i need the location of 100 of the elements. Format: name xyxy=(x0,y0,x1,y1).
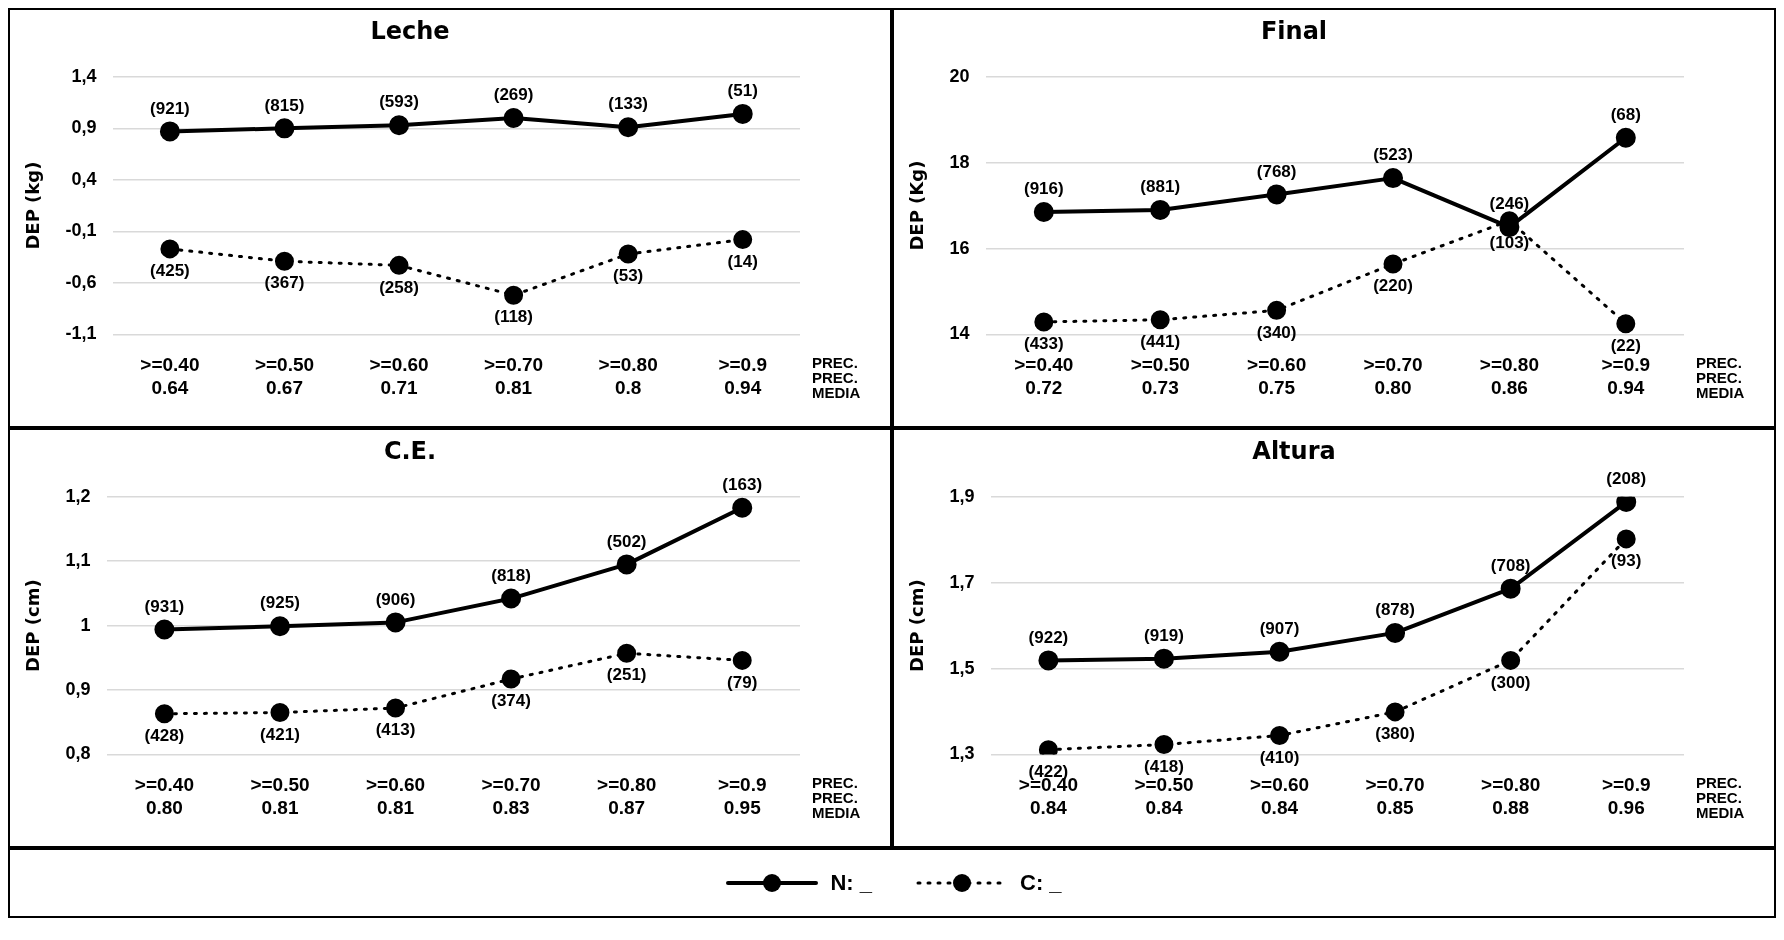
annotation: (251) xyxy=(606,665,647,685)
point xyxy=(732,650,752,670)
point xyxy=(1150,199,1171,220)
x-tick-label: >=0.40 0.72 xyxy=(1014,354,1074,398)
annotation: (768) xyxy=(1256,161,1297,181)
x-tick-label: >=0.80 0.87 xyxy=(597,774,657,818)
annotation: (53) xyxy=(613,266,644,286)
point xyxy=(1385,702,1405,722)
x-tick-label: >=0.9 0.96 xyxy=(1601,774,1651,818)
point xyxy=(501,669,521,689)
x-tick-label: >=0.70 0.83 xyxy=(481,774,541,818)
point xyxy=(274,118,295,139)
point xyxy=(1038,740,1058,755)
point xyxy=(1270,726,1290,746)
point xyxy=(617,643,637,663)
chart-title: Final xyxy=(1260,16,1328,45)
annotation: (425) xyxy=(150,261,190,281)
y-axis-title: DEP (cm) xyxy=(22,579,44,672)
annotation: (925) xyxy=(260,593,300,613)
y-axis-title: DEP (Kg) xyxy=(906,160,928,251)
point xyxy=(1615,127,1636,148)
annotation: (593) xyxy=(379,92,419,112)
point xyxy=(732,103,753,124)
annotation: (708) xyxy=(1490,555,1531,575)
point xyxy=(386,698,406,718)
x-tick-label: >=0.70 0.85 xyxy=(1365,774,1425,818)
annotation: (421) xyxy=(260,724,300,744)
annotation: (916) xyxy=(1023,179,1064,199)
annotation: (300) xyxy=(1490,672,1531,692)
point xyxy=(159,121,180,142)
point xyxy=(389,255,409,275)
annotation: (374) xyxy=(491,691,531,711)
x-tick-label: >=0.80 0.88 xyxy=(1481,774,1541,818)
annotation: (258) xyxy=(379,277,419,297)
point xyxy=(1034,312,1054,332)
point xyxy=(1269,641,1290,662)
y-tick-label: 1 xyxy=(80,614,91,635)
point xyxy=(504,285,524,305)
point xyxy=(1383,254,1403,274)
point xyxy=(1038,650,1059,671)
y-tick-label: 14 xyxy=(949,323,970,344)
x-tick-label: >=0.40 0.80 xyxy=(134,774,194,818)
point xyxy=(1616,529,1636,549)
annotation: (418) xyxy=(1144,756,1184,776)
text: PREC. PREC. MEDIA xyxy=(1696,774,1745,822)
annotation: (931) xyxy=(144,596,185,616)
point xyxy=(154,619,175,640)
annotation: (103) xyxy=(1489,232,1530,252)
point xyxy=(270,703,290,723)
y-tick-label: -1,1 xyxy=(65,323,97,344)
y-tick-label: 1,5 xyxy=(949,657,975,678)
x-tick-label: >=0.70 0.80 xyxy=(1363,354,1423,398)
point xyxy=(1033,202,1054,223)
point xyxy=(160,239,180,259)
annotation: (906) xyxy=(375,589,416,609)
y-tick-label: 1,7 xyxy=(949,571,975,592)
chart-title: Leche xyxy=(370,16,450,45)
x-tick-label: >=0.50 0.84 xyxy=(1134,774,1194,818)
text: PREC. PREC. MEDIA xyxy=(812,354,861,402)
point xyxy=(503,108,524,129)
legend-label: N: _ xyxy=(830,870,872,896)
annotation: (340) xyxy=(1256,322,1297,342)
text: PREC. PREC. MEDIA xyxy=(1696,354,1745,402)
annotation: (441) xyxy=(1140,331,1181,351)
x-tick-label: >=0.50 0.73 xyxy=(1130,354,1190,398)
x-tick-label: >=0.40 0.64 xyxy=(140,354,200,398)
point xyxy=(618,244,638,264)
x-tick-label: >=0.80 0.8 xyxy=(598,354,658,398)
legend-label: C: _ xyxy=(1020,870,1062,896)
x-tick-label: >=0.60 0.71 xyxy=(369,354,429,398)
x-tick-label: >=0.60 0.75 xyxy=(1247,354,1307,398)
point xyxy=(154,704,174,724)
point xyxy=(389,115,410,136)
annotation: (133) xyxy=(608,94,648,114)
y-tick-label: -0,6 xyxy=(65,271,97,292)
point xyxy=(1616,496,1637,512)
point xyxy=(1501,650,1521,670)
chart-title: Altura xyxy=(1252,436,1336,465)
y-tick-label: 18 xyxy=(949,151,970,172)
y-tick-label: 0,9 xyxy=(65,678,91,699)
annotation: (246) xyxy=(1489,194,1530,214)
point xyxy=(1266,184,1287,205)
annotation: (413) xyxy=(375,720,416,740)
x-tick-label: >=0.60 0.81 xyxy=(365,774,426,818)
point xyxy=(618,117,639,138)
x-tick-label: >=0.9 0.94 xyxy=(1601,354,1651,398)
annotation: (881) xyxy=(1140,177,1181,197)
annotation: (921) xyxy=(150,98,190,118)
annotation: (428) xyxy=(144,726,185,746)
annotation: (523) xyxy=(1373,145,1413,165)
x-tick-label: >=0.80 0.86 xyxy=(1479,354,1539,398)
text: PREC. PREC. MEDIA xyxy=(812,774,861,822)
point xyxy=(501,588,522,609)
y-tick-label: 20 xyxy=(949,65,970,86)
annotation: (269) xyxy=(493,85,534,105)
point xyxy=(1154,735,1174,755)
annotation: (14) xyxy=(727,251,758,271)
point xyxy=(269,616,290,637)
point xyxy=(1153,648,1174,669)
y-axis-title: DEP (kg) xyxy=(22,161,44,250)
